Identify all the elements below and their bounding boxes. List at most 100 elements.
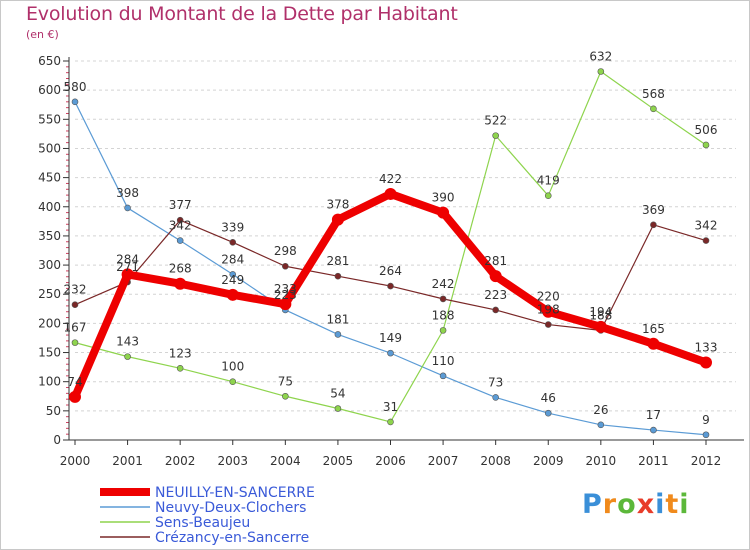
data-point (334, 405, 342, 412)
data-point (282, 262, 289, 270)
data-label: 369 (642, 203, 665, 217)
data-point (334, 331, 342, 338)
legend: NEUILLY-EN-SANCERRENeuvy-Deux-ClochersSe… (100, 485, 315, 546)
chart-title: Evolution du Montant de la Dette par Hab… (26, 3, 458, 25)
y-tick-label: 550 (38, 112, 61, 126)
legend-label: Crézancy-en-Sancerre (155, 530, 309, 546)
data-point (124, 204, 131, 212)
data-point (121, 268, 134, 281)
logo-letter: x (636, 489, 656, 520)
data-point (226, 288, 239, 301)
data-point (650, 426, 657, 434)
logo-letter: o (617, 489, 637, 520)
data-label: 188 (432, 308, 455, 322)
x-tick-label: 2002 (165, 454, 196, 468)
data-point (439, 295, 447, 303)
logo-letter: i (655, 489, 666, 520)
x-tick-label: 2010 (586, 454, 617, 468)
data-label: 233 (274, 282, 297, 296)
data-label: 232 (64, 283, 87, 297)
data-point (544, 409, 552, 417)
data-point (174, 277, 187, 290)
data-point (176, 237, 184, 244)
y-tick-label: 150 (38, 346, 61, 360)
data-point (650, 221, 657, 229)
data-label: 284 (221, 252, 244, 266)
data-label: 298 (274, 244, 297, 258)
data-point (439, 372, 447, 380)
data-label: 390 (432, 191, 455, 205)
logo-letter: P (582, 489, 603, 520)
data-label: 342 (169, 219, 192, 233)
data-point (647, 337, 660, 350)
data-point (437, 206, 450, 219)
x-tick-label: 2012 (691, 454, 722, 468)
data-point (544, 192, 552, 199)
logo-letter: t (665, 489, 680, 520)
data-label: 223 (274, 288, 297, 302)
data-point (702, 237, 710, 244)
data-label: 264 (379, 264, 402, 278)
data-label: 194 (589, 305, 612, 319)
data-label: 123 (169, 346, 192, 360)
y-tick-label: 600 (38, 83, 61, 97)
data-labels: 74 284 268 249 233 378 422 390 281 220 194 165 133 58… (64, 49, 718, 426)
data-point (492, 132, 499, 139)
y-tick-label: 100 (38, 375, 61, 389)
data-point (331, 213, 344, 226)
data-point (71, 98, 79, 106)
data-point (597, 421, 605, 429)
data-label: 110 (432, 354, 455, 368)
data-label: 26 (593, 403, 608, 417)
data-point (387, 349, 394, 357)
x-tick-label: 2000 (60, 454, 91, 468)
data-point (229, 271, 237, 278)
x-tick-label: 2001 (112, 454, 143, 468)
data-label: 242 (432, 277, 455, 291)
y-tick-label: 450 (38, 171, 61, 185)
data-point (279, 298, 292, 311)
data-label: 422 (379, 172, 402, 186)
data-point (176, 216, 184, 224)
logo-letter: i (679, 489, 690, 520)
data-label: 73 (488, 375, 503, 389)
data-label: 281 (484, 254, 507, 268)
data-point (492, 394, 499, 401)
x-tick-label: 2005 (323, 454, 354, 468)
y-tick-label: 0 (53, 433, 61, 447)
data-label: 133 (695, 340, 718, 354)
data-label: 506 (695, 123, 718, 137)
legend-label: Sens-Beaujeu (155, 515, 250, 531)
data-point (492, 306, 499, 314)
y-tick-label: 300 (38, 258, 61, 272)
proxiti-logo: Proxiti (582, 489, 690, 520)
legend-label: NEUILLY-EN-SANCERRE (155, 485, 315, 501)
data-point (700, 356, 712, 369)
data-label: 378 (326, 198, 349, 212)
x-tick-label: 2009 (533, 454, 564, 468)
y-tick-label: 250 (38, 287, 61, 301)
data-label: 149 (379, 331, 402, 345)
y-tick-label: 500 (38, 141, 61, 155)
data-label: 342 (695, 219, 718, 233)
data-label: 198 (537, 303, 560, 317)
x-tick-label: 2004 (270, 454, 301, 468)
data-label: 74 (67, 375, 82, 389)
data-point (176, 364, 184, 372)
data-label: 522 (484, 114, 507, 128)
data-label: 281 (326, 254, 349, 268)
data-label: 17 (646, 408, 661, 422)
data-label: 181 (326, 312, 349, 326)
data-label: 271 (116, 260, 139, 274)
x-tick-label: 2003 (217, 454, 248, 468)
data-point (489, 270, 502, 283)
data-label: 31 (383, 400, 398, 414)
data-label: 568 (642, 87, 665, 101)
data-point (597, 68, 605, 75)
data-point (384, 187, 397, 200)
data-point (71, 339, 79, 346)
data-point (702, 431, 710, 439)
data-label: 165 (642, 322, 665, 336)
y-tick-label: 350 (38, 229, 61, 243)
data-label: 75 (278, 374, 293, 388)
